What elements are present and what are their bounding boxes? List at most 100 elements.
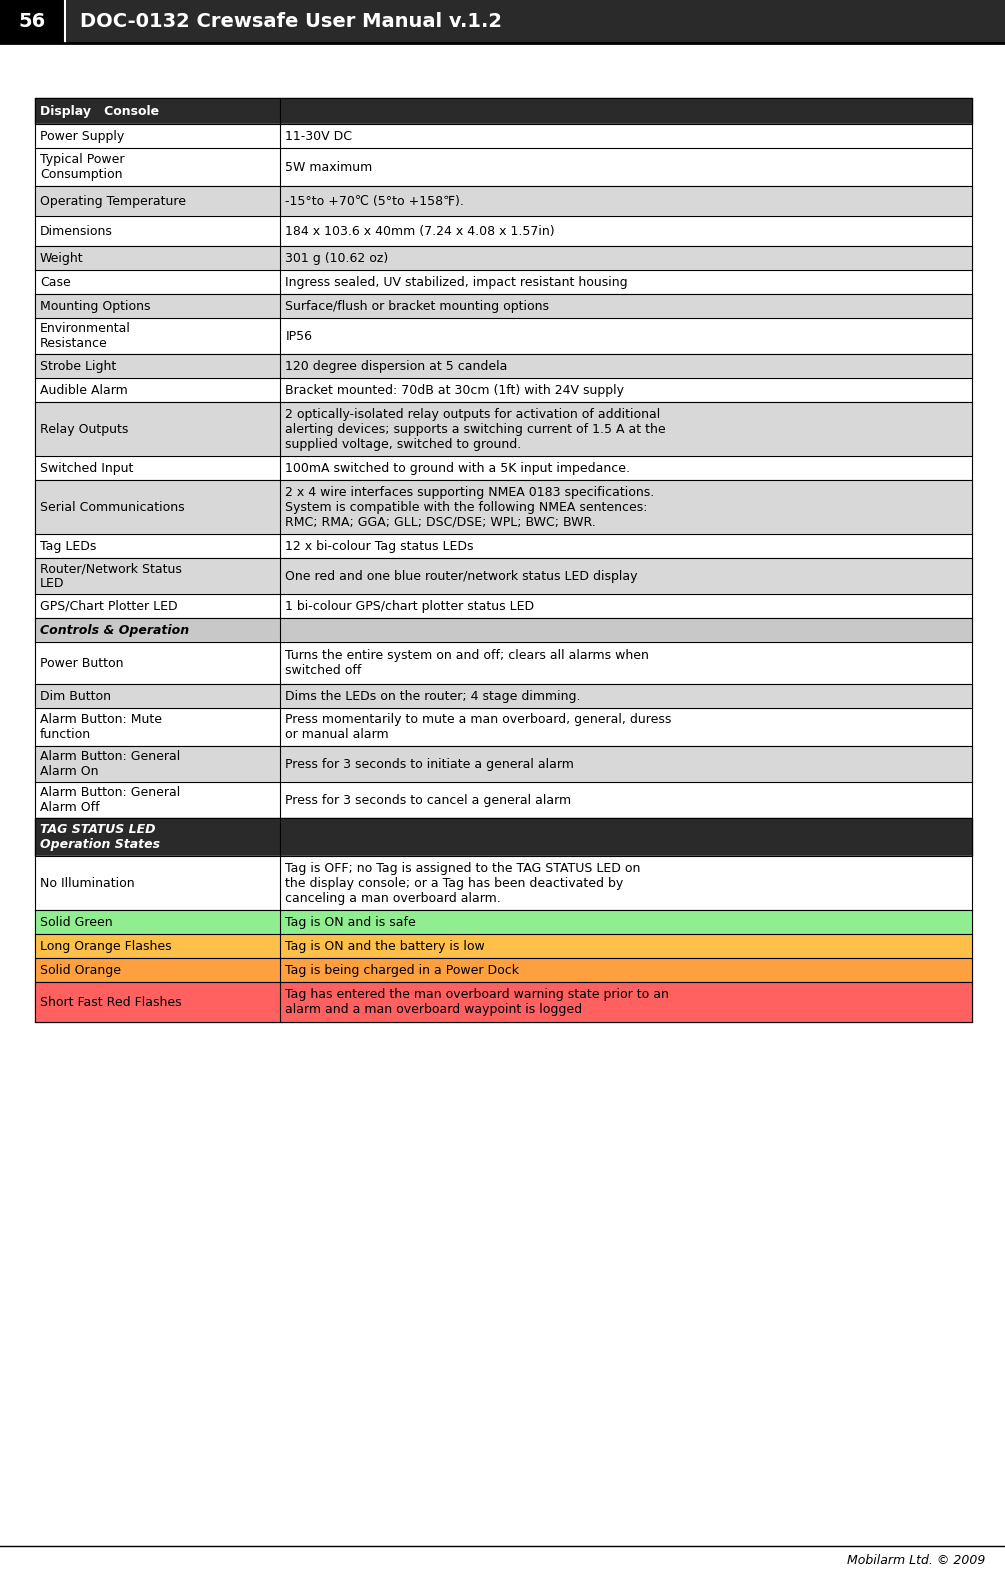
Bar [35, 909, 280, 935]
Bar [35, 684, 280, 708]
Text: Switched Input: Switched Input [40, 462, 134, 474]
Bar [35, 594, 280, 618]
Bar [280, 708, 972, 745]
Bar [35, 982, 280, 1021]
Text: 301 g (10.62 oz): 301 g (10.62 oz) [285, 252, 389, 265]
Bar [280, 935, 972, 958]
Bar [35, 818, 280, 856]
Bar [280, 355, 972, 378]
Text: Strobe Light: Strobe Light [40, 359, 117, 372]
Bar [280, 216, 972, 246]
Text: Environmental
Resistance: Environmental Resistance [40, 322, 131, 350]
Text: 120 degree dispersion at 5 candela: 120 degree dispersion at 5 candela [285, 359, 508, 372]
Text: Tag is being charged in a Power Dock: Tag is being charged in a Power Dock [285, 963, 520, 977]
Text: 2 optically-isolated relay outputs for activation of additional
alerting devices: 2 optically-isolated relay outputs for a… [285, 408, 666, 451]
Bar [35, 125, 280, 148]
Text: IP56: IP56 [285, 329, 313, 342]
Bar [280, 618, 972, 641]
Text: Tag is ON and is safe: Tag is ON and is safe [285, 916, 416, 928]
Bar [280, 295, 972, 318]
Bar [280, 481, 972, 534]
Bar [280, 982, 972, 1021]
Text: Power Button: Power Button [40, 657, 124, 670]
Bar [35, 186, 280, 216]
Text: Surface/flush or bracket mounting options: Surface/flush or bracket mounting option… [285, 299, 550, 312]
Bar [35, 958, 280, 982]
Bar [0, 0, 65, 43]
Bar [35, 641, 280, 684]
Text: Power Supply: Power Supply [40, 129, 125, 142]
Bar [0, 0, 1005, 43]
Text: Ingress sealed, UV stabilized, impact resistant housing: Ingress sealed, UV stabilized, impact re… [285, 276, 628, 288]
Bar [35, 481, 280, 534]
Text: Long Orange Flashes: Long Orange Flashes [40, 939, 172, 952]
Text: Tag LEDs: Tag LEDs [40, 539, 96, 553]
Text: GPS/Chart Plotter LED: GPS/Chart Plotter LED [40, 599, 178, 613]
Text: Press for 3 seconds to initiate a general alarm: Press for 3 seconds to initiate a genera… [285, 758, 575, 771]
Text: Dim Button: Dim Button [40, 690, 111, 703]
Text: Tag has entered the man overboard warning state prior to an
alarm and a man over: Tag has entered the man overboard warnin… [285, 988, 669, 1017]
Bar [280, 186, 972, 216]
Text: Dims the LEDs on the router; 4 stage dimming.: Dims the LEDs on the router; 4 stage dim… [285, 690, 581, 703]
Bar [280, 782, 972, 818]
Text: Alarm Button: General
Alarm On: Alarm Button: General Alarm On [40, 750, 180, 779]
Bar [35, 355, 280, 378]
Bar [280, 684, 972, 708]
Bar [280, 856, 972, 909]
Text: Relay Outputs: Relay Outputs [40, 422, 129, 435]
Text: 1 bi-colour GPS/chart plotter status LED: 1 bi-colour GPS/chart plotter status LED [285, 599, 535, 613]
Text: Alarm Button: Mute
function: Alarm Button: Mute function [40, 712, 162, 741]
Text: Audible Alarm: Audible Alarm [40, 383, 128, 397]
Bar [35, 269, 280, 295]
Text: 100mA switched to ground with a 5K input impedance.: 100mA switched to ground with a 5K input… [285, 462, 630, 474]
Text: 5W maximum: 5W maximum [285, 161, 373, 173]
Text: Mounting Options: Mounting Options [40, 299, 151, 312]
Bar [35, 455, 280, 481]
Bar [35, 402, 280, 455]
Bar [280, 909, 972, 935]
Text: Dimensions: Dimensions [40, 224, 113, 238]
Text: Mobilarm Ltd. © 2009: Mobilarm Ltd. © 2009 [846, 1554, 985, 1568]
Bar [280, 246, 972, 269]
Text: Turns the entire system on and off; clears all alarms when
switched off: Turns the entire system on and off; clea… [285, 649, 649, 678]
Text: Serial Communications: Serial Communications [40, 501, 185, 514]
Text: Short Fast Red Flashes: Short Fast Red Flashes [40, 996, 182, 1009]
Text: Solid Orange: Solid Orange [40, 963, 121, 977]
Bar [35, 216, 280, 246]
Text: 11-30V DC: 11-30V DC [285, 129, 353, 142]
Text: Case: Case [40, 276, 70, 288]
Bar [35, 856, 280, 909]
Text: DOC-0132 Crewsafe User Manual v.1.2: DOC-0132 Crewsafe User Manual v.1.2 [80, 11, 502, 30]
Bar [280, 958, 972, 982]
Bar [280, 378, 972, 402]
Bar [35, 318, 280, 355]
Text: Tag is OFF; no Tag is assigned to the TAG STATUS LED on
the display console; or : Tag is OFF; no Tag is assigned to the TA… [285, 862, 641, 905]
Text: Bracket mounted: 70dB at 30cm (1ft) with 24V supply: Bracket mounted: 70dB at 30cm (1ft) with… [285, 383, 624, 397]
Bar [280, 818, 972, 856]
Bar [35, 295, 280, 318]
Bar [35, 246, 280, 269]
Text: Tag is ON and the battery is low: Tag is ON and the battery is low [285, 939, 485, 952]
Bar [35, 534, 280, 558]
Bar [35, 782, 280, 818]
Bar [35, 378, 280, 402]
Text: No Illumination: No Illumination [40, 876, 135, 889]
Bar [280, 641, 972, 684]
Text: Press momentarily to mute a man overboard, general, duress
or manual alarm: Press momentarily to mute a man overboar… [285, 712, 672, 741]
Text: -15°to +70℃ (5°to +158℉).: -15°to +70℃ (5°to +158℉). [285, 194, 464, 208]
Bar [35, 148, 280, 186]
Bar [280, 402, 972, 455]
Text: Press for 3 seconds to cancel a general alarm: Press for 3 seconds to cancel a general … [285, 793, 572, 807]
Bar [280, 125, 972, 148]
Bar [280, 455, 972, 481]
Text: TAG STATUS LED
Operation States: TAG STATUS LED Operation States [40, 823, 160, 851]
Bar [280, 534, 972, 558]
Bar [280, 269, 972, 295]
Text: Alarm Button: General
Alarm Off: Alarm Button: General Alarm Off [40, 786, 180, 813]
Text: Operating Temperature: Operating Temperature [40, 194, 186, 208]
Text: One red and one blue router/network status LED display: One red and one blue router/network stat… [285, 569, 638, 583]
Text: 2 x 4 wire interfaces supporting NMEA 0183 specifications.
System is compatible : 2 x 4 wire interfaces supporting NMEA 01… [285, 485, 654, 528]
Bar [35, 558, 280, 594]
Bar [280, 594, 972, 618]
Text: Controls & Operation: Controls & Operation [40, 624, 189, 637]
